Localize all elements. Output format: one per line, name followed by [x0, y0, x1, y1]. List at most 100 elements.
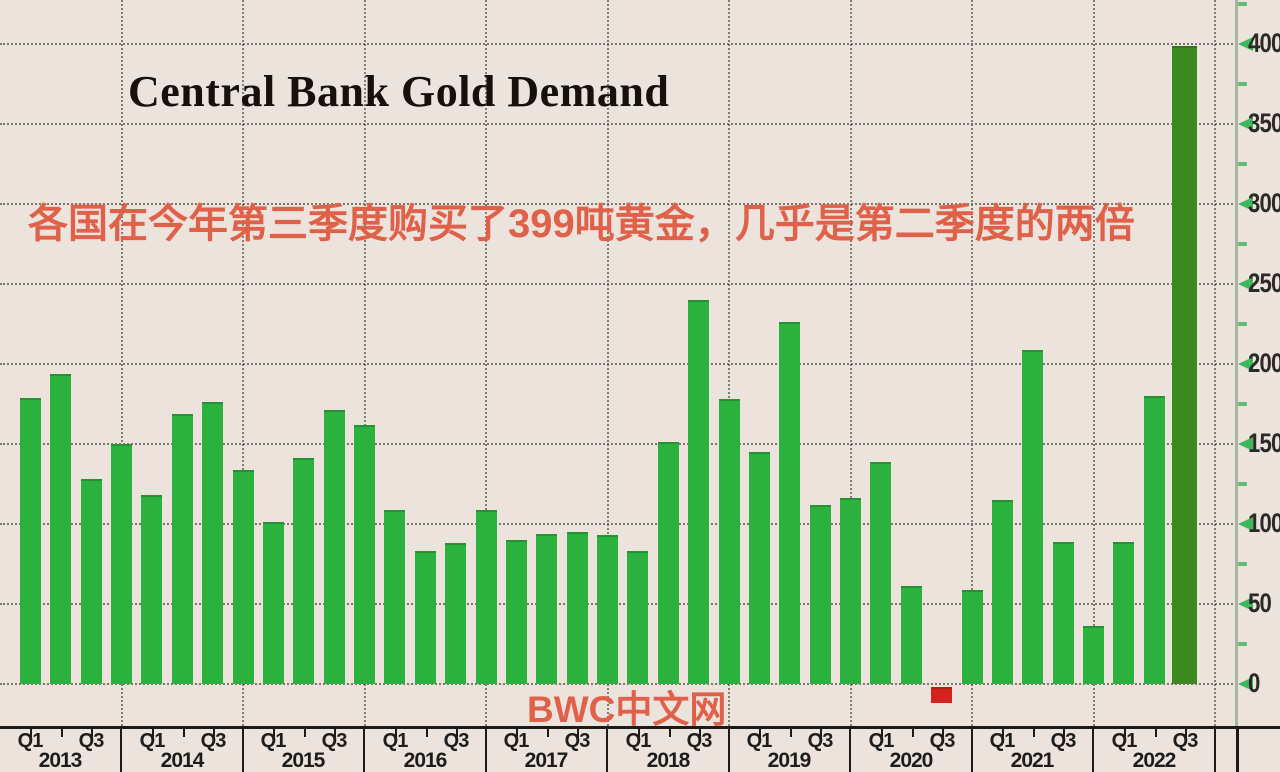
bar-2017-Q3: [566, 532, 588, 684]
y-tick-label-400: 400: [1248, 28, 1280, 58]
bar-2018-Q2: [657, 442, 679, 684]
bar-2015-Q1: [262, 522, 284, 684]
bar-2015-Q2: [293, 458, 315, 684]
gridline-h-100: [0, 523, 1237, 525]
gridline-v-7: [850, 0, 852, 726]
x-label-2022-Q3: Q3: [1172, 730, 1199, 752]
bar-2021-Q3: [1052, 541, 1074, 684]
bar-2015-Q4: [354, 424, 375, 684]
x-section-2017: Q1 Q3 2017: [486, 729, 608, 772]
x-label-2015-Q3: Q3: [321, 730, 348, 752]
gridline-h-50: [0, 603, 1237, 605]
y-axis-line: [1235, 0, 1238, 726]
bar-2021-Q2: [1022, 349, 1044, 684]
x-label-2013-Q3: Q3: [78, 730, 105, 752]
x-quarter-tick: [912, 729, 914, 737]
y-minor-tick-275: [1238, 242, 1247, 246]
x-quarter-tick: [304, 729, 306, 737]
gridline-v-6: [728, 0, 730, 726]
x-section-2022: Q1 Q3 2022: [1094, 729, 1216, 772]
x-quarter-tick: [516, 729, 518, 737]
x-quarter-tick: [577, 729, 579, 737]
x-axis-strip: Q1 Q3 2013 Q1 Q3 2014 Q1 Q3 2015 Q1 Q3 2016 Q1 Q3 2017…: [0, 726, 1280, 772]
x-quarter-tick: [1185, 729, 1187, 737]
x-label-2020-Q1: Q1: [868, 730, 895, 752]
y-minor-tick-325: [1238, 162, 1247, 166]
y-tick-label-150: 150: [1248, 428, 1280, 458]
x-section-stub: [1215, 729, 1237, 772]
x-label-2021-Q3: Q3: [1050, 730, 1077, 752]
bar-2016-Q4: [475, 509, 497, 684]
x-quarter-tick: [1063, 729, 1065, 737]
bar-2019-Q2: [779, 322, 801, 684]
y-tick-label-250: 250: [1248, 268, 1280, 298]
bar-2018-Q4: [718, 399, 740, 684]
bar-2019-Q1: [748, 452, 770, 684]
bar-2019-Q4: [840, 498, 861, 684]
chart-title: Central Bank Gold Demand: [128, 67, 670, 116]
x-quarter-tick: [638, 729, 640, 737]
x-quarter-tick: [152, 729, 154, 737]
y-tick-label-200: 200: [1248, 348, 1280, 378]
x-label-2017-Q1: Q1: [503, 730, 530, 752]
x-axis-end-line: [1236, 726, 1239, 772]
x-section-2014: Q1 Q3 2014: [122, 729, 244, 772]
x-quarter-tick: [61, 729, 63, 737]
bar-2022-Q2: [1143, 396, 1165, 684]
bar-2014-Q2: [171, 413, 193, 684]
x-label-2021-Q1: Q1: [989, 730, 1016, 752]
bar-2019-Q3: [809, 504, 831, 684]
x-quarter-tick: [334, 729, 336, 737]
bar-2016-Q2: [414, 551, 436, 684]
gridline-v-4: [485, 0, 487, 726]
x-quarter-tick: [759, 729, 761, 737]
y-tick-arrow-400: [1238, 37, 1253, 51]
bar-2022-Q1: [1113, 541, 1135, 684]
x-section-2021: Q1 Q3 2021: [972, 729, 1094, 772]
gridline-v-5: [607, 0, 609, 726]
x-year-label-2021: 2021: [1010, 749, 1055, 772]
gridline-h-300: [0, 203, 1237, 205]
gridline-v-9: [1093, 0, 1095, 726]
x-quarter-tick: [790, 729, 792, 737]
bar-2020-Q4: [961, 589, 983, 684]
x-label-2020-Q3: Q3: [929, 730, 956, 752]
x-quarter-tick: [273, 729, 275, 737]
x-section-2013: Q1 Q3 2013: [0, 729, 122, 772]
y-tick-arrow-200: [1238, 357, 1253, 371]
gridline-v-1: [121, 0, 123, 726]
bar-2018-Q3: [688, 300, 710, 684]
x-quarter-tick: [1124, 729, 1126, 737]
bar-2016-Q1: [384, 509, 406, 684]
x-section-2015: Q1 Q3 2015: [243, 729, 365, 772]
y-minor-tick-175: [1238, 402, 1247, 406]
x-year-label-2017: 2017: [524, 749, 569, 772]
x-section-2019: Q1 Q3 2019: [729, 729, 851, 772]
x-year-label-2015: 2015: [281, 749, 326, 772]
y-tick-arrow-250: [1238, 277, 1253, 291]
bar-2013-Q1: [19, 397, 41, 684]
x-quarter-tick: [1155, 729, 1157, 737]
x-quarter-tick: [669, 729, 671, 737]
gridline-v-2: [242, 0, 244, 726]
y-tick-arrow-350: [1238, 117, 1253, 131]
x-quarter-tick: [881, 729, 883, 737]
bar-2016-Q3: [445, 543, 467, 684]
x-year-label-2022: 2022: [1132, 749, 1177, 772]
x-label-2022-Q1: Q1: [1111, 730, 1138, 752]
x-year-label-2020: 2020: [889, 749, 934, 772]
y-tick-arrow-100: [1238, 517, 1253, 531]
bar-2018-Q1: [627, 551, 649, 684]
gridline-h-400: [0, 43, 1237, 45]
x-label-2015-Q1: Q1: [260, 730, 287, 752]
y-tick-arrow-50: [1238, 597, 1253, 611]
x-label-2017-Q3: Q3: [564, 730, 591, 752]
y-tick-label-0: 0: [1248, 668, 1260, 698]
x-quarter-tick: [456, 729, 458, 737]
y-minor-tick-425: [1238, 2, 1247, 6]
bar-2020-Q3: [931, 687, 953, 704]
